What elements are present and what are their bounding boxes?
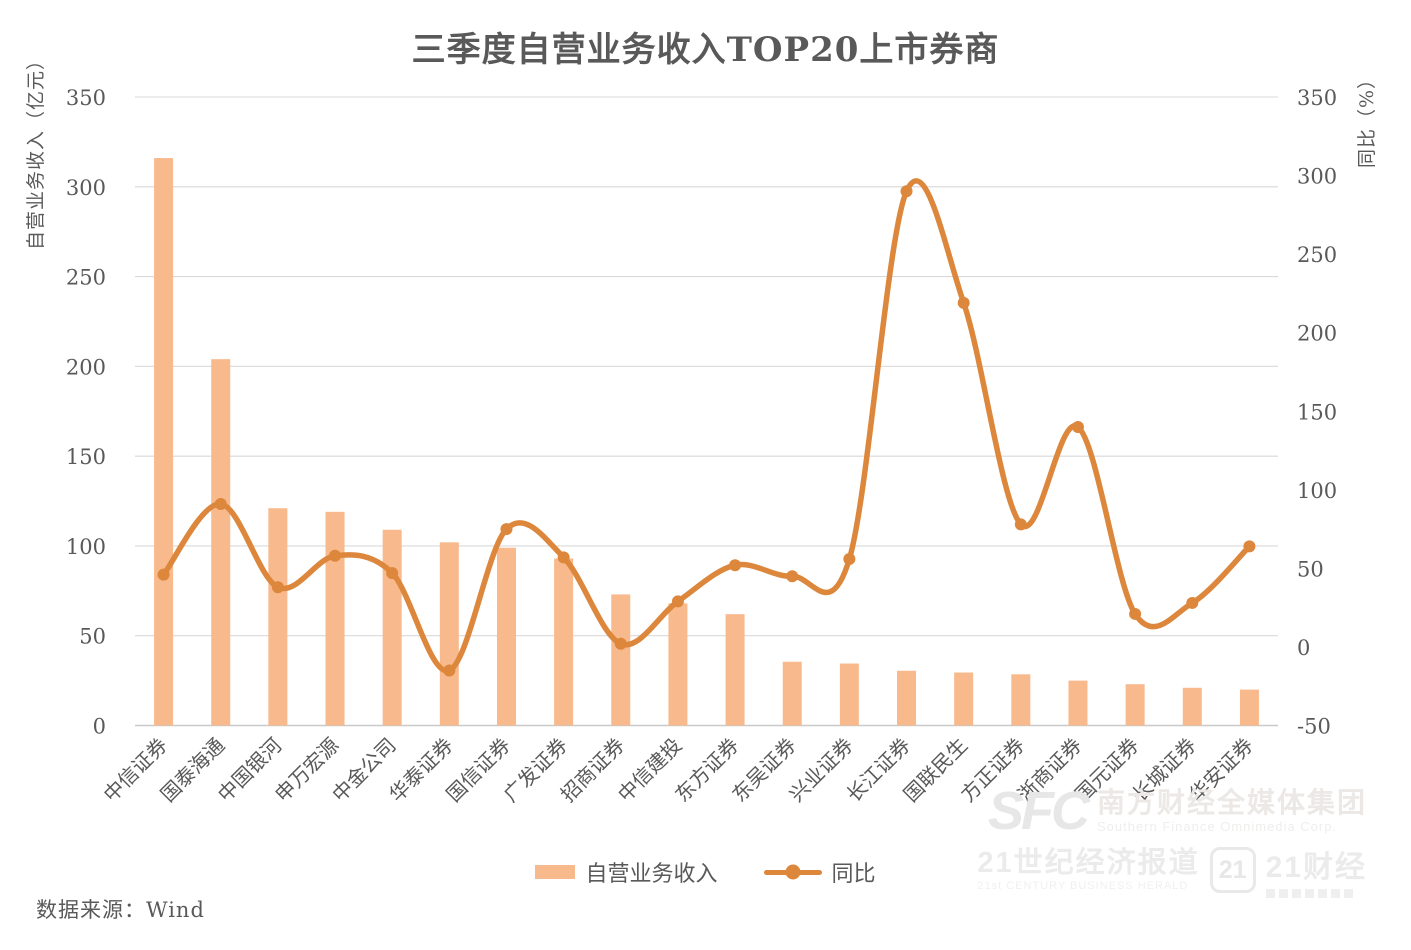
line-marker	[157, 568, 170, 581]
bar	[1182, 687, 1202, 726]
bar	[1239, 689, 1259, 726]
bar	[211, 359, 231, 726]
source-note: 数据来源：Wind	[36, 898, 205, 922]
line-marker	[729, 559, 742, 572]
bar	[325, 511, 345, 726]
right-axis-tick-label: 50	[1297, 557, 1324, 581]
line-marker	[271, 581, 284, 594]
right-axis-tick-label: 200	[1297, 322, 1337, 346]
bar	[154, 158, 174, 726]
left-axis-tick-label: 100	[66, 535, 106, 559]
right-axis-tick-label: 150	[1297, 400, 1337, 424]
line-marker	[1186, 596, 1199, 609]
legend-line-swatch	[763, 869, 822, 875]
left-axis-tick-label: 250	[66, 266, 106, 290]
bar	[439, 542, 459, 726]
left-axis-tick-label: 150	[66, 445, 106, 469]
right-axis-tick-label: 300	[1297, 165, 1337, 189]
left-axis-tick-label: 300	[66, 176, 106, 200]
bar	[782, 661, 802, 726]
line-marker	[843, 552, 856, 565]
bar	[668, 603, 688, 726]
bar	[954, 672, 974, 726]
bar	[496, 547, 516, 726]
watermark-21-badge: 21	[1209, 847, 1256, 893]
legend-item-line: 同比	[763, 856, 876, 888]
watermark-row-2: 21世纪经济报道 21st CENTURY BUSINESS HERALD 21…	[977, 842, 1367, 898]
watermark: SFC 南方财经全媒体集团 Southern Finance Omnimedia…	[977, 784, 1367, 898]
bar	[725, 614, 745, 726]
line-marker	[1071, 420, 1084, 433]
bar	[554, 558, 574, 726]
line-marker	[1129, 607, 1142, 620]
watermark-21cj: 21财经	[1265, 851, 1367, 884]
bar	[897, 670, 917, 726]
legend-item-bar: 自营业务收入	[535, 856, 718, 888]
line-marker	[786, 570, 799, 583]
line-marker	[1243, 540, 1256, 553]
watermark-tagline-blocks	[1265, 889, 1353, 898]
bar	[839, 663, 859, 726]
line-marker	[329, 549, 342, 562]
legend-bar-label: 自营业务收入	[585, 862, 718, 887]
left-axis-tick-label: 0	[93, 715, 106, 739]
left-axis-tick-label: 200	[66, 355, 106, 379]
watermark-herald-en: 21st CENTURY BUSINESS HERALD	[977, 879, 1189, 892]
legend: 自营业务收入 同比	[0, 856, 1411, 888]
right-axis-tick-label: 350	[1297, 86, 1337, 110]
watermark-group-en: Southern Finance Omnimedia Corp.	[1096, 818, 1338, 834]
line-marker	[1014, 518, 1027, 531]
bar	[1125, 684, 1145, 726]
watermark-group-cn: 南方财经全媒体集团	[1096, 787, 1367, 819]
watermark-herald-cn: 21世纪经济报道	[977, 847, 1200, 880]
line-marker	[614, 637, 627, 650]
right-axis-tick-label: 0	[1297, 636, 1310, 660]
trend-line	[160, 178, 1253, 674]
right-axis-tick-label: 100	[1297, 479, 1337, 503]
line-marker	[386, 567, 399, 580]
right-axis-tick-label: 250	[1297, 243, 1337, 267]
bar	[268, 508, 288, 726]
line-marker	[214, 497, 227, 510]
bar	[1011, 674, 1031, 726]
line-marker	[443, 664, 456, 677]
left-axis-tick-label: 50	[79, 625, 106, 649]
line-marker	[671, 595, 684, 608]
left-axis-tick-label: 350	[66, 86, 106, 110]
legend-line-label: 同比	[831, 862, 876, 887]
watermark-row-1: SFC 南方财经全媒体集团 Southern Finance Omnimedia…	[977, 784, 1367, 838]
line-marker	[900, 185, 913, 198]
bar	[382, 529, 402, 726]
bar	[1068, 680, 1088, 726]
line-marker	[557, 551, 570, 564]
bar	[611, 594, 631, 726]
sfc-logo: SFC	[987, 781, 1090, 841]
legend-bar-swatch	[535, 865, 576, 879]
right-axis-tick-label: -50	[1297, 715, 1331, 739]
line-marker	[957, 296, 970, 309]
line-marker	[500, 523, 513, 536]
chart-title: 三季度自营业务收入TOP20上市券商	[411, 30, 1000, 70]
